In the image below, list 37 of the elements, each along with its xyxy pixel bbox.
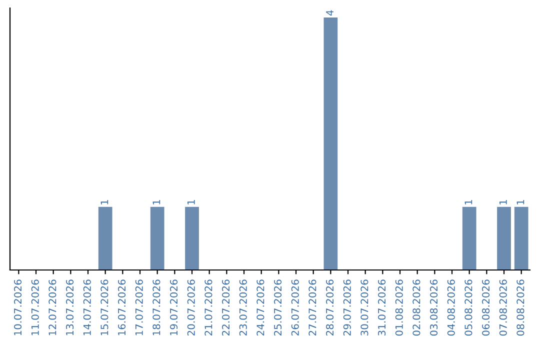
x-tick-label: 17.07.2026 [135,280,143,336]
x-tick-label: 20.07.2026 [187,280,195,336]
x-tick-label: 27.07.2026 [308,280,316,336]
x-tick-label: 14.07.2026 [83,280,91,336]
x-tick-label: 02.08.2026 [412,280,420,336]
x-tick-label: 28.07.2026 [326,280,334,336]
x-tick-label: 16.07.2026 [118,280,126,336]
data-label: 1 [499,200,507,204]
x-tick-label: 10.07.2026 [14,280,22,336]
x-tick-label: 30.07.2026 [360,280,368,336]
x-tick-label: 07.08.2026 [499,280,507,336]
data-label: 1 [187,200,195,204]
x-tick-label: 01.08.2026 [395,280,403,336]
data-label: 1 [100,200,108,204]
x-tick-label: 12.07.2026 [48,280,56,336]
x-tick-label: 06.08.2026 [482,280,490,336]
x-tick-label: 24.07.2026 [256,280,264,336]
x-tick-label: 22.07.2026 [222,280,230,336]
x-tick-label: 26.07.2026 [291,280,299,336]
x-tick-label: 21.07.2026 [204,280,212,336]
x-tick-label: 15.07.2026 [100,280,108,336]
x-tick-label: 19.07.2026 [170,280,178,336]
x-tick-label: 23.07.2026 [239,280,247,336]
x-tick-label: 31.07.2026 [378,280,386,336]
x-tick-label: 13.07.2026 [66,280,74,336]
x-tick-label: 05.08.2026 [464,280,472,336]
data-label: 1 [516,200,524,204]
x-tick-label: 11.07.2026 [31,280,39,336]
x-tick-label: 03.08.2026 [430,280,438,336]
data-label: 4 [326,10,334,16]
x-tick-label: 08.08.2026 [516,280,524,336]
data-label: 1 [152,200,160,204]
x-tick-label: 18.07.2026 [152,280,160,336]
x-tick-label: 29.07.2026 [343,280,351,336]
data-label: 1 [464,200,472,204]
x-tick-label: 25.07.2026 [274,280,282,336]
x-tick-label: 04.08.2026 [447,280,455,336]
